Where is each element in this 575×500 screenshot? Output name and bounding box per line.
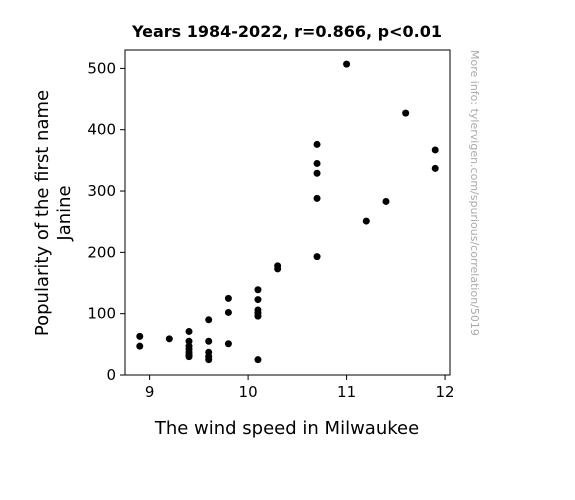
data-point <box>224 308 232 316</box>
data-point <box>254 296 262 304</box>
data-point <box>313 159 321 167</box>
y-axis-ticks: 0 100 200 300 400 500 <box>87 59 125 384</box>
chart-title: Years 1984-2022, r=0.866, p<0.01 <box>131 22 442 41</box>
data-point <box>224 294 232 302</box>
points-layer <box>136 60 439 364</box>
x-tick-label: 10 <box>239 383 258 401</box>
data-point <box>313 140 321 148</box>
data-point <box>431 146 439 154</box>
data-point <box>165 335 173 343</box>
y-tick-label: 0 <box>106 366 116 384</box>
data-point <box>205 316 213 324</box>
data-point <box>136 342 144 350</box>
y-tick-label: 200 <box>87 243 116 261</box>
y-axis-label-line-2: Janine <box>54 185 75 241</box>
data-point <box>185 337 193 345</box>
data-point <box>313 194 321 202</box>
data-point <box>313 253 321 261</box>
x-tick-label: 9 <box>145 383 155 401</box>
x-axis-ticks: 9 10 11 12 <box>145 375 455 401</box>
x-axis-label: The wind speed in Milwaukee <box>154 418 419 439</box>
data-point <box>402 109 410 117</box>
y-tick-label: 300 <box>87 182 116 200</box>
data-point <box>136 332 144 340</box>
data-point <box>254 286 262 294</box>
y-tick-label: 500 <box>87 59 116 77</box>
data-point <box>274 265 282 273</box>
data-point <box>185 353 193 361</box>
data-point <box>313 169 321 177</box>
data-point <box>343 60 351 68</box>
y-axis-label-line-1: Popularity of the first name <box>32 90 53 336</box>
y-tick-label: 100 <box>87 305 116 323</box>
data-point <box>254 312 262 320</box>
watermark: More info: tylervigen.com/spurious/corre… <box>468 50 481 336</box>
data-point <box>185 327 193 335</box>
data-point <box>224 340 232 348</box>
data-point <box>382 197 390 205</box>
data-point <box>254 356 262 364</box>
y-axis-label: Popularity of the first name Janine <box>32 90 75 336</box>
data-point <box>205 356 213 364</box>
x-tick-label: 12 <box>436 383 455 401</box>
plot-frame <box>124 49 451 376</box>
data-point <box>362 217 370 225</box>
y-tick-label: 400 <box>87 121 116 139</box>
data-point <box>205 337 213 345</box>
data-point <box>431 164 439 172</box>
x-tick-label: 11 <box>337 383 356 401</box>
